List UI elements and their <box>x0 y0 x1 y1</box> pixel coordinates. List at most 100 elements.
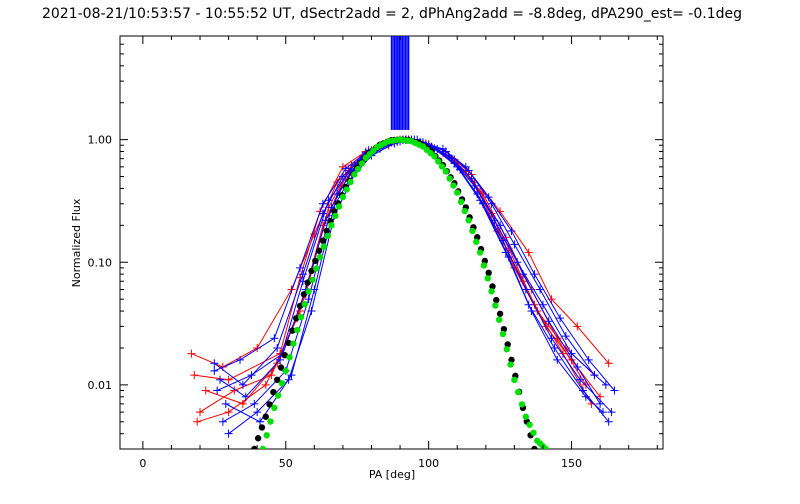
data-point-marker <box>276 355 285 364</box>
data-point-marker <box>273 343 282 352</box>
fit-dot <box>446 175 453 182</box>
fit-dot <box>503 346 510 353</box>
fit-dot <box>282 367 289 375</box>
data-point-marker <box>478 199 487 208</box>
fit-dot <box>489 283 496 290</box>
series-red-1 <box>196 135 605 417</box>
y-tick-label: 1.00 <box>88 134 113 147</box>
data-point-marker <box>224 375 233 384</box>
data-point-marker <box>544 317 553 326</box>
data-point-marker <box>193 417 202 426</box>
data-point-marker <box>558 349 567 358</box>
data-point-marker <box>461 162 470 171</box>
series-red-0 <box>190 135 599 384</box>
fit-dot <box>277 364 285 371</box>
fit-dot <box>504 341 511 348</box>
fit-dot <box>332 212 339 220</box>
data-point-marker <box>456 165 465 174</box>
data-point-marker <box>604 417 613 426</box>
data-point-marker <box>253 343 262 352</box>
fit-dot <box>461 207 469 215</box>
data-point-marker <box>216 375 225 384</box>
chart-title: 2021-08-21/10:53:57 - 10:55:52 UT, dSect… <box>42 6 742 22</box>
fit-dot <box>315 247 323 254</box>
fit-dot <box>286 354 293 361</box>
fit-dot <box>454 189 461 196</box>
data-point-marker <box>218 417 227 426</box>
fit-dot <box>281 351 289 359</box>
fit-dot <box>328 222 335 229</box>
data-point-marker <box>521 285 530 294</box>
fit-dot <box>531 445 538 449</box>
data-point-marker <box>596 392 605 401</box>
data-point-marker <box>236 355 245 364</box>
data-point-marker <box>538 300 547 309</box>
fit-dot <box>522 413 530 420</box>
series-blue-10 <box>210 135 619 395</box>
fit-dot <box>258 424 266 431</box>
data-point-marker <box>598 408 607 417</box>
data-point-marker <box>576 375 585 384</box>
series-line <box>191 139 610 368</box>
fit-dot <box>495 316 503 323</box>
series-line <box>216 139 601 405</box>
data-point-marker <box>324 196 333 205</box>
data-point-marker <box>210 359 219 368</box>
fit-dot <box>469 227 476 235</box>
data-point-marker <box>250 399 259 408</box>
fit-dot <box>335 203 343 210</box>
series-line <box>205 139 587 405</box>
data-point-marker <box>596 399 605 408</box>
data-point-marker <box>604 359 613 368</box>
fit-dot <box>300 291 308 298</box>
fit-dot <box>309 276 316 284</box>
series-line <box>222 139 612 423</box>
fit-dot <box>499 330 507 338</box>
fit-dot <box>450 182 457 189</box>
data-point-marker <box>224 408 233 417</box>
fit-dot <box>518 401 526 408</box>
fit-dot <box>465 217 472 224</box>
data-point-marker <box>287 371 296 380</box>
fit-dot <box>266 401 273 408</box>
fit-dot <box>301 300 309 308</box>
x-tick-label: 100 <box>418 457 439 470</box>
data-point-marker <box>530 270 539 279</box>
data-point-marker <box>253 408 262 417</box>
fit-dot <box>270 388 277 396</box>
y-tick-label: 0.01 <box>88 379 113 392</box>
data-point-marker <box>261 380 270 389</box>
data-point-marker <box>510 240 519 249</box>
data-point-marker <box>561 332 570 341</box>
series-blue-8 <box>216 135 599 401</box>
fit-dot <box>431 153 438 160</box>
data-point-marker <box>610 386 619 395</box>
series-red-2 <box>187 135 613 371</box>
fit-dot <box>319 237 327 244</box>
y-axis-label: Normalized Flux <box>70 198 83 287</box>
fit-dot <box>308 267 315 275</box>
fit-dot <box>542 445 550 449</box>
fit-dot <box>347 178 354 186</box>
data-point-marker <box>213 386 222 395</box>
data-point-marker <box>201 386 210 395</box>
fit-dot <box>251 445 258 449</box>
data-point-marker <box>524 248 533 257</box>
series-line <box>225 139 604 423</box>
ticks-layer: 0 50 100 150 0.01 0.10 1.00 <box>88 35 663 470</box>
fit-dot <box>526 421 533 428</box>
fit-dot <box>492 302 499 309</box>
data-point-marker <box>518 270 527 279</box>
fit-dot <box>312 257 319 265</box>
data-point-marker <box>221 399 230 408</box>
fit-dot <box>434 158 442 165</box>
series-black-12 <box>251 136 538 449</box>
fit-dot <box>285 339 292 347</box>
data-point-marker <box>484 193 493 202</box>
fit-dot <box>484 275 491 282</box>
data-point-marker <box>496 221 505 230</box>
fit-dot <box>324 232 331 240</box>
data-point-marker <box>187 349 196 358</box>
fit-dot <box>305 288 312 295</box>
data-point-marker <box>581 392 590 401</box>
